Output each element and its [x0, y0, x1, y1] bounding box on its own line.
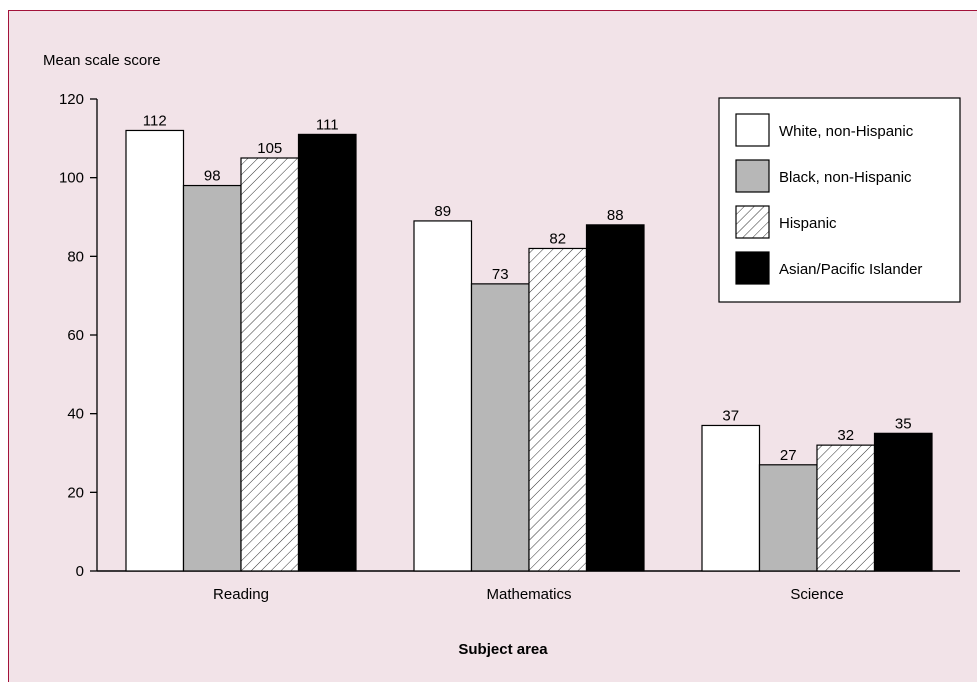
- data-label: 88: [607, 207, 624, 224]
- bar: [758, 464, 818, 572]
- category-label: Reading: [213, 586, 269, 603]
- x-axis-title: Subject area: [458, 641, 548, 658]
- legend-swatch: [735, 251, 770, 285]
- bar: [470, 283, 530, 572]
- legend-swatch: [735, 159, 770, 193]
- x-axis: Reading Mathematics Science: [97, 570, 960, 603]
- bar: [125, 129, 185, 572]
- category-label: Mathematics: [486, 586, 571, 603]
- legend-label: Asian/Pacific Islander: [779, 261, 922, 278]
- data-label: 27: [780, 447, 797, 464]
- data-label: 35: [895, 415, 912, 432]
- y-tick-label: 0: [76, 563, 84, 580]
- y-tick-label: 20: [67, 484, 84, 501]
- legend-label: White, non-Hispanic: [779, 123, 914, 140]
- data-label: 98: [204, 168, 221, 185]
- data-label: 112: [143, 112, 167, 129]
- bar: [240, 157, 300, 572]
- legend-swatch: [735, 113, 770, 147]
- y-tick-label: 60: [67, 327, 84, 344]
- y-tick-label: 40: [67, 406, 84, 423]
- bar: [182, 184, 242, 572]
- data-label: 82: [549, 230, 566, 247]
- bar: [585, 224, 645, 572]
- data-label: 32: [837, 427, 854, 444]
- data-label: 37: [722, 407, 739, 424]
- bar: [528, 247, 588, 572]
- bar: [873, 432, 933, 572]
- bar: [413, 220, 473, 572]
- bar: [816, 444, 876, 572]
- bar: [701, 424, 761, 572]
- bar: [297, 133, 357, 572]
- y-tick-label: 100: [59, 170, 84, 187]
- y-tick-label: 120: [59, 91, 84, 108]
- data-label: 111: [316, 116, 339, 133]
- category-label: Science: [790, 586, 843, 603]
- legend-label: Black, non-Hispanic: [779, 169, 912, 186]
- y-axis: 0 20 40 60 80 100 120: [59, 91, 98, 580]
- y-axis-title: Mean scale score: [43, 52, 161, 69]
- y-tick-label: 80: [67, 248, 84, 265]
- legend-swatch: [735, 205, 770, 239]
- data-labels: 112 98 105 111 89 73 82 88 37 27 32 35: [143, 112, 912, 463]
- data-label: 105: [257, 140, 282, 157]
- bars: [125, 129, 933, 572]
- legend-label: Hispanic: [779, 215, 837, 232]
- legend: White, non-Hispanic Black, non-Hispanic Hi…: [718, 97, 961, 303]
- data-label: 73: [492, 266, 509, 283]
- data-label: 89: [434, 203, 451, 220]
